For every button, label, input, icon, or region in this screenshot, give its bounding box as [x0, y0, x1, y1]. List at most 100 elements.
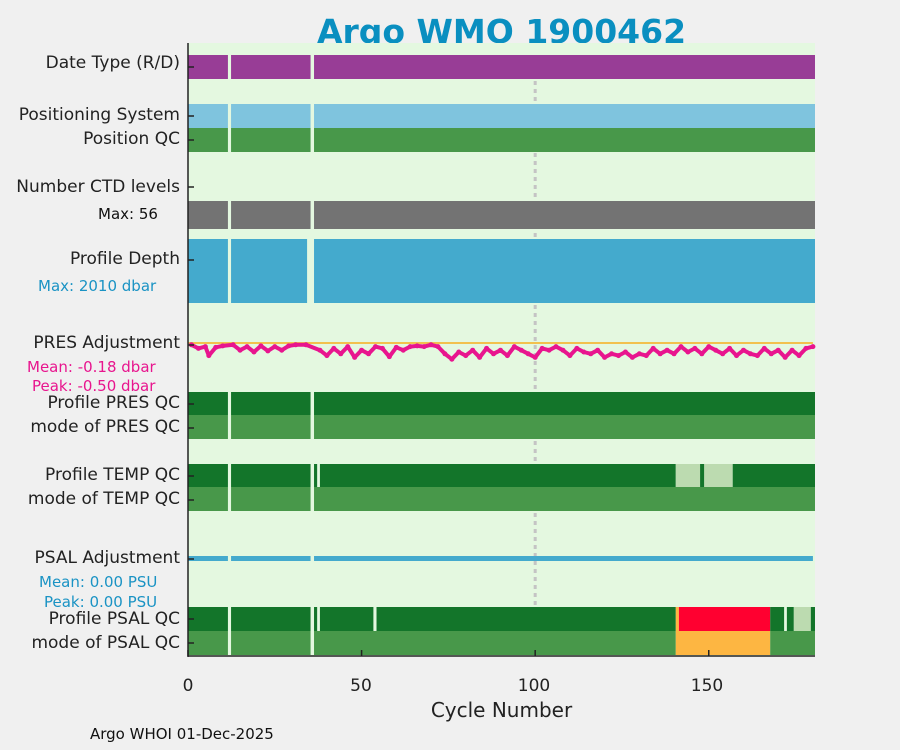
profile-depth-bar: [314, 239, 815, 303]
pres-adjustment-point: [497, 347, 503, 353]
pres-adjustment-point: [664, 347, 670, 353]
mode-psal-qc-bar: [314, 631, 676, 655]
date-type-bar: [188, 55, 228, 79]
ctd-levels-bar: [188, 201, 228, 229]
pres-adjustment-point: [393, 344, 399, 350]
mode-psal-qc-bar: [770, 631, 815, 655]
pres-adjustment-point: [657, 351, 663, 357]
profile-psal-qc-bar: [786, 607, 794, 631]
pres-adjustment-point: [366, 351, 372, 357]
psal-adjustment-line: [314, 556, 813, 561]
positioning-system-bar: [188, 104, 228, 128]
pres-adjustment-point: [279, 347, 285, 353]
pres-adjustment-point: [553, 344, 559, 350]
pres-adjustment-point: [706, 344, 712, 350]
psal-mean: Mean: 0.00 PSU: [39, 573, 158, 591]
label-profile-temp-qc: Profile TEMP QC: [45, 465, 180, 485]
pres-adjustment-point: [317, 347, 323, 353]
pres-adjustment-point: [810, 344, 816, 350]
mode-psal-qc-bar: [188, 631, 228, 655]
pres-adjustment-point: [230, 342, 236, 348]
pres-adjustment-point: [293, 342, 299, 348]
pres-adjustment-point: [782, 354, 788, 360]
pres-adjustment-point: [650, 345, 656, 351]
pres-adjustment-point: [567, 353, 573, 359]
profile-depth-bar: [231, 239, 308, 303]
pres-adjustment-point: [685, 349, 691, 355]
profile-temp-qc-bar: [675, 464, 701, 487]
pres-adjustment-point: [407, 344, 413, 350]
pres-adjustment-point: [588, 351, 594, 357]
pres-adjustment-point: [428, 342, 434, 348]
profile-psal-qc-bar: [376, 607, 676, 631]
pres-adjustment-point: [747, 351, 753, 357]
positioning-system-bar: [314, 104, 815, 128]
label-mode-psal-qc: mode of PSAL QC: [31, 633, 180, 653]
pres-adjustment-point: [671, 351, 677, 357]
mode-temp-qc-bar: [314, 487, 815, 511]
pres-adjustment-point: [258, 343, 264, 349]
position-qc-bar: [314, 128, 815, 152]
pres-adjustment-point: [609, 351, 615, 357]
positioning-system-bar: [231, 104, 311, 128]
pres-mean: Mean: -0.18 dbar: [27, 358, 156, 376]
pres-peak: Peak: -0.50 dbar: [32, 377, 156, 395]
pres-adjustment-point: [511, 344, 517, 350]
ctd-levels-bar: [314, 201, 815, 229]
pres-adjustment-point: [796, 353, 802, 359]
label-mode-pres-qc: mode of PRES QC: [30, 417, 180, 437]
pres-adjustment-point: [518, 347, 524, 353]
pres-adjustment-point: [768, 351, 774, 357]
pres-adjustment-point: [532, 354, 538, 360]
pres-adjustment-point: [775, 347, 781, 353]
profile-psal-qc-bar: [675, 607, 679, 631]
label-date-type: Date Type (R/D): [45, 53, 180, 73]
pres-adjustment-point: [692, 345, 698, 351]
pres-adjustment-point: [727, 345, 733, 351]
profile-psal-qc-bar: [231, 607, 311, 631]
psal-peak: Peak: 0.00 PSU: [44, 593, 158, 611]
date-type-bar: [314, 55, 815, 79]
pres-adjustment-point: [636, 351, 642, 357]
pres-adjustment-point: [574, 345, 580, 351]
label-profile-pres-qc: Profile PRES QC: [47, 393, 180, 413]
profile-pres-qc-bar: [188, 392, 228, 415]
profile-temp-qc-bar: [732, 464, 815, 487]
pres-adjustment-point: [195, 345, 201, 351]
pres-adjustment-point: [244, 344, 250, 350]
date-type-bar: [231, 55, 311, 79]
pres-adjustment-point: [720, 351, 726, 357]
psal-adjustment-line: [188, 556, 228, 561]
pres-adjustment-point: [400, 347, 406, 353]
profile-pres-qc-bar: [314, 392, 815, 415]
mode-psal-qc-bar: [675, 631, 771, 655]
pres-adjustment-point: [789, 347, 795, 353]
pres-adjustment-point: [352, 354, 358, 360]
pres-adjustment-point: [338, 351, 344, 357]
pres-adjustment-point: [463, 353, 469, 359]
profile-psal-qc-bar: [678, 607, 771, 631]
pres-adjustment-point: [379, 345, 385, 351]
pres-adjustment-point: [581, 349, 587, 355]
pres-adjustment-point: [546, 347, 552, 353]
pres-adjustment-point: [435, 344, 441, 350]
mode-pres-qc-bar: [231, 415, 311, 439]
pres-adjustment-point: [754, 353, 760, 359]
label-position-qc: Position QC: [83, 129, 180, 149]
label-profile-psal-qc: Profile PSAL QC: [48, 609, 180, 629]
pres-adjustment-point: [539, 345, 545, 351]
pres-adjustment-point: [324, 353, 330, 359]
x-axis-label: Cycle Number: [430, 698, 573, 722]
pres-adjustment-point: [345, 344, 351, 350]
pres-adjustment-point: [265, 348, 271, 354]
profile-psal-qc-bar: [319, 607, 374, 631]
pres-adjustment-point: [525, 351, 531, 357]
label-mode-temp-qc: mode of TEMP QC: [27, 489, 180, 509]
pres-adjustment-point: [602, 354, 608, 360]
label-ctd-levels: Number CTD levels: [16, 177, 180, 197]
pres-adjustment-point: [734, 353, 740, 359]
profile-temp-qc-bar: [700, 464, 705, 487]
pres-adjustment-point: [272, 344, 278, 350]
pres-adjustment-point: [761, 345, 767, 351]
